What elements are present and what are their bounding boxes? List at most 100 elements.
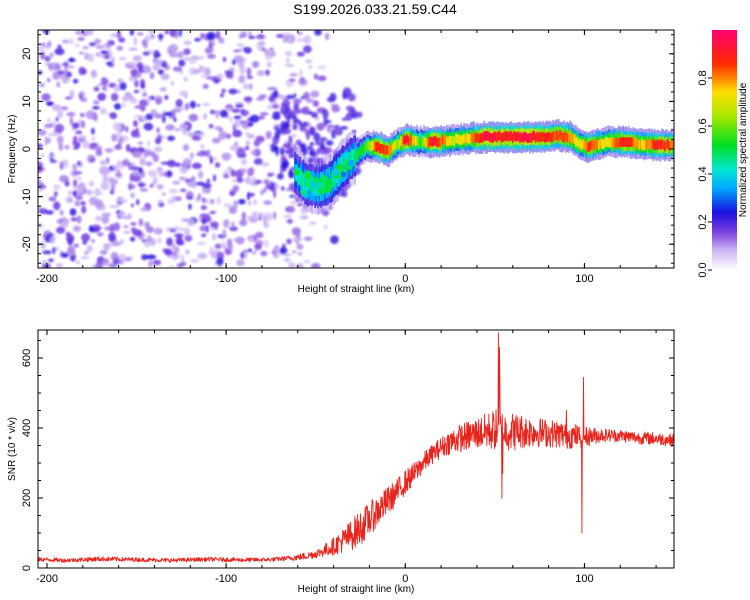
noise-blob — [38, 177, 41, 184]
ridge-segment — [385, 145, 388, 155]
noise-blob — [305, 98, 314, 104]
noise-blob — [82, 45, 89, 50]
noise-blob — [156, 127, 160, 133]
noise-blob — [167, 135, 175, 141]
ridge-segment — [391, 143, 394, 153]
noise-blob — [304, 128, 310, 136]
ridge-segment — [471, 133, 474, 144]
ridge-segment — [526, 133, 529, 143]
ridge-segment — [659, 140, 662, 150]
ridge-segment — [605, 136, 607, 146]
ridge-segment — [639, 140, 642, 150]
noise-blob — [175, 99, 183, 108]
noise-blob — [293, 93, 297, 99]
noise-blob — [168, 265, 174, 268]
noise-blob — [59, 161, 64, 171]
noise-blob — [238, 76, 243, 83]
noise-blob — [109, 112, 118, 120]
colorbar-gradient — [712, 30, 737, 270]
ridge-segment — [649, 139, 652, 149]
noise-blob — [93, 86, 100, 92]
noise-blob — [292, 134, 297, 138]
noise-blob — [187, 181, 197, 188]
ridge-segment — [626, 137, 629, 148]
noise-blob — [142, 92, 148, 97]
ridge-segment — [524, 131, 527, 142]
noise-blob — [97, 148, 103, 157]
noise-blob — [208, 124, 214, 129]
noise-blob — [72, 225, 82, 232]
noise-blob — [44, 55, 51, 62]
ridge-segment — [473, 132, 475, 142]
noise-blob — [183, 158, 192, 166]
ridge-segment — [586, 142, 589, 153]
ridge-segment — [367, 140, 369, 150]
noise-blob — [39, 186, 43, 192]
noise-blob — [152, 64, 161, 71]
ridge-segment — [390, 144, 392, 155]
noise-blob — [56, 81, 61, 88]
noise-blob — [213, 156, 217, 161]
noise-blob — [209, 109, 215, 115]
noise-blob — [152, 259, 162, 266]
ridge-segment — [378, 143, 381, 154]
noise-blob — [262, 215, 267, 224]
noise-blob — [281, 186, 285, 191]
noise-blob — [49, 159, 58, 163]
ridge-segment — [310, 175, 312, 193]
noise-blob — [119, 82, 127, 91]
noise-blob — [111, 133, 117, 142]
noise-blob — [290, 200, 298, 205]
noise-blob — [353, 110, 358, 119]
noise-blob — [209, 210, 216, 215]
noise-blob — [148, 169, 158, 177]
noise-blob — [78, 51, 85, 55]
noise-blob — [317, 65, 327, 70]
noise-blob — [245, 131, 250, 137]
noise-blob — [275, 146, 279, 157]
ridge-segment — [334, 168, 336, 186]
noise-blob — [246, 67, 252, 77]
noise-blob — [248, 35, 256, 40]
noise-blob — [209, 155, 213, 164]
noise-blob — [201, 197, 206, 204]
ridge-segment — [651, 139, 653, 150]
noise-blob — [281, 160, 290, 169]
noise-blob — [99, 250, 108, 255]
noise-blob — [54, 123, 65, 133]
ridge-segment — [645, 140, 647, 151]
noise-blob — [164, 30, 170, 35]
ridge-segment — [572, 134, 574, 144]
noise-blob — [64, 96, 73, 100]
noise-blob — [172, 180, 181, 185]
noise-blob — [128, 75, 135, 82]
noise-blob — [177, 227, 185, 231]
ridge-segment — [666, 139, 669, 149]
noise-blob — [312, 100, 319, 107]
ridge-segment — [573, 134, 576, 144]
noise-blob — [180, 254, 185, 263]
ridge-segment — [344, 155, 347, 173]
noise-blob — [299, 69, 303, 77]
noise-blob — [102, 161, 110, 166]
noise-blob — [198, 170, 204, 179]
noise-blob — [303, 260, 311, 263]
noise-blob — [295, 196, 302, 203]
noise-blob — [249, 114, 260, 123]
ridge-segment — [533, 131, 536, 141]
noise-blob — [50, 154, 55, 159]
ridge-segment — [499, 131, 501, 141]
noise-blob — [223, 203, 232, 208]
noise-blob — [174, 162, 181, 168]
ridge-segment — [529, 132, 531, 143]
ridge-segment — [497, 131, 500, 141]
noise-blob — [57, 70, 65, 75]
ridge-blob — [311, 181, 316, 188]
spectrogram-x-label: Height of straight line (km) — [298, 284, 415, 295]
noise-blob — [183, 40, 192, 46]
noise-blob — [286, 238, 292, 245]
noise-blob — [310, 90, 320, 98]
noise-blob — [176, 263, 184, 268]
noise-blob — [271, 250, 277, 255]
noise-blob — [117, 253, 127, 261]
